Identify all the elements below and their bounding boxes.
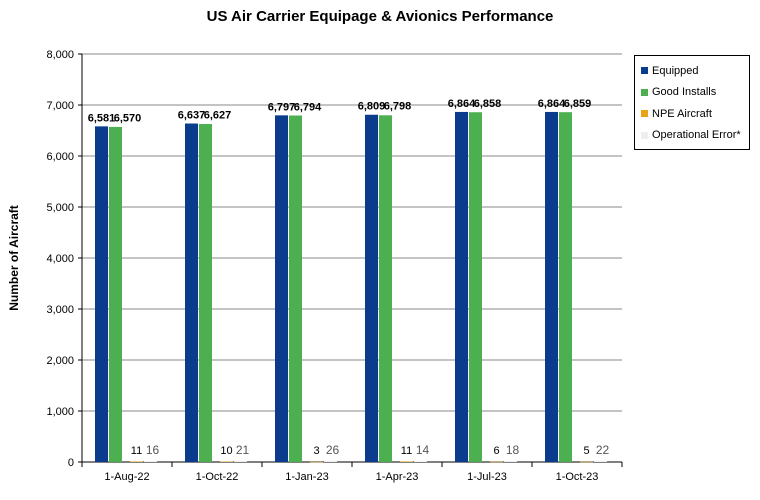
data-label-equipped: 6,581 bbox=[88, 112, 116, 124]
bar-operational-error bbox=[414, 461, 427, 462]
legend-swatch-equipped bbox=[641, 67, 648, 75]
legend-label-operational-error: Operational Error* bbox=[652, 129, 741, 142]
y-tick-label: 7,000 bbox=[46, 100, 74, 112]
data-label-good-installs: 6,627 bbox=[204, 110, 232, 122]
bar-equipped bbox=[455, 111, 468, 462]
data-label-npe-aircraft: 11 bbox=[401, 445, 412, 457]
bar-good-installs bbox=[109, 126, 122, 463]
bar-npe-aircraft bbox=[130, 461, 143, 462]
x-tick-label: 1-Oct-23 bbox=[556, 471, 599, 483]
data-label-good-installs: 6,570 bbox=[114, 112, 142, 124]
x-tick-label: 1-Apr-23 bbox=[376, 471, 419, 483]
bar-npe-aircraft bbox=[490, 461, 503, 463]
y-tick-label: 3,000 bbox=[46, 304, 74, 316]
y-axis-label: Number of Aircraft bbox=[7, 205, 21, 311]
y-tick-label: 1,000 bbox=[46, 406, 74, 418]
bar-npe-aircraft bbox=[400, 461, 413, 462]
data-label-operational-error: 14 bbox=[416, 443, 430, 457]
bar-npe-aircraft bbox=[310, 461, 323, 463]
data-label-good-installs: 6,794 bbox=[294, 101, 322, 113]
bar-operational-error bbox=[144, 461, 157, 462]
data-label-npe-aircraft: 6 bbox=[493, 445, 499, 457]
legend-item-operational-error: Operational Error* bbox=[641, 125, 749, 147]
data-label-equipped: 6,864 bbox=[448, 98, 476, 110]
bar-good-installs bbox=[379, 115, 392, 462]
bar-equipped bbox=[275, 115, 288, 462]
data-label-operational-error: 16 bbox=[146, 443, 160, 457]
bar-good-installs bbox=[559, 112, 572, 462]
y-tick-label: 0 bbox=[68, 457, 74, 469]
legend-swatch-good-installs bbox=[641, 88, 648, 96]
bar-equipped bbox=[185, 123, 198, 462]
data-label-operational-error: 18 bbox=[506, 443, 520, 457]
data-label-operational-error: 22 bbox=[596, 443, 610, 457]
data-label-good-installs: 6,858 bbox=[474, 98, 502, 110]
legend-swatch-npe-aircraft bbox=[641, 110, 648, 118]
bar-npe-aircraft bbox=[580, 461, 593, 463]
data-label-good-installs: 6,798 bbox=[384, 101, 412, 113]
legend: Equipped Good Installs NPE Aircraft Oper… bbox=[634, 55, 750, 150]
legend-item-npe-aircraft: NPE Aircraft bbox=[641, 103, 749, 125]
bar-good-installs bbox=[199, 124, 212, 462]
chart-title: US Air Carrier Equipage & Avionics Perfo… bbox=[206, 8, 554, 25]
legend-swatch-operational-error bbox=[641, 131, 648, 139]
data-label-equipped: 6,637 bbox=[178, 110, 206, 122]
bar-equipped bbox=[365, 114, 378, 462]
x-tick-label: 1-Jan-23 bbox=[285, 471, 328, 483]
legend-label-npe-aircraft: NPE Aircraft bbox=[652, 107, 712, 120]
data-label-equipped: 6,809 bbox=[358, 101, 386, 113]
legend-item-equipped: Equipped bbox=[641, 60, 749, 82]
bar-operational-error bbox=[234, 460, 247, 462]
bar-good-installs bbox=[289, 115, 302, 463]
legend-label-good-installs: Good Installs bbox=[652, 86, 717, 99]
y-tick-label: 8,000 bbox=[46, 49, 74, 61]
data-label-npe-aircraft: 10 bbox=[220, 445, 232, 457]
bar-npe-aircraft bbox=[220, 461, 233, 462]
bar-good-installs bbox=[469, 112, 482, 462]
data-label-npe-aircraft: 5 bbox=[583, 445, 589, 457]
legend-item-good-installs: Good Installs bbox=[641, 82, 749, 104]
bar-operational-error bbox=[504, 461, 517, 462]
x-tick-label: 1-Oct-22 bbox=[196, 471, 239, 483]
data-label-equipped: 6,797 bbox=[268, 101, 296, 113]
data-label-operational-error: 21 bbox=[236, 443, 250, 457]
data-label-npe-aircraft: 11 bbox=[131, 445, 142, 457]
data-label-good-installs: 6,859 bbox=[564, 98, 592, 110]
bar-operational-error bbox=[594, 460, 607, 462]
bar-equipped bbox=[545, 111, 558, 462]
data-label-equipped: 6,864 bbox=[538, 98, 566, 110]
y-tick-label: 6,000 bbox=[46, 151, 74, 163]
bar-equipped bbox=[95, 126, 108, 462]
x-tick-label: 1-Jul-23 bbox=[467, 471, 507, 483]
data-label-npe-aircraft: 3 bbox=[313, 445, 319, 457]
y-tick-label: 5,000 bbox=[46, 202, 74, 214]
y-tick-label: 2,000 bbox=[46, 355, 74, 367]
legend-label-equipped: Equipped bbox=[652, 64, 699, 77]
x-tick-label: 1-Aug-22 bbox=[104, 471, 149, 483]
data-label-operational-error: 26 bbox=[326, 443, 340, 457]
y-tick-label: 4,000 bbox=[46, 253, 74, 265]
bar-operational-error bbox=[324, 460, 337, 462]
